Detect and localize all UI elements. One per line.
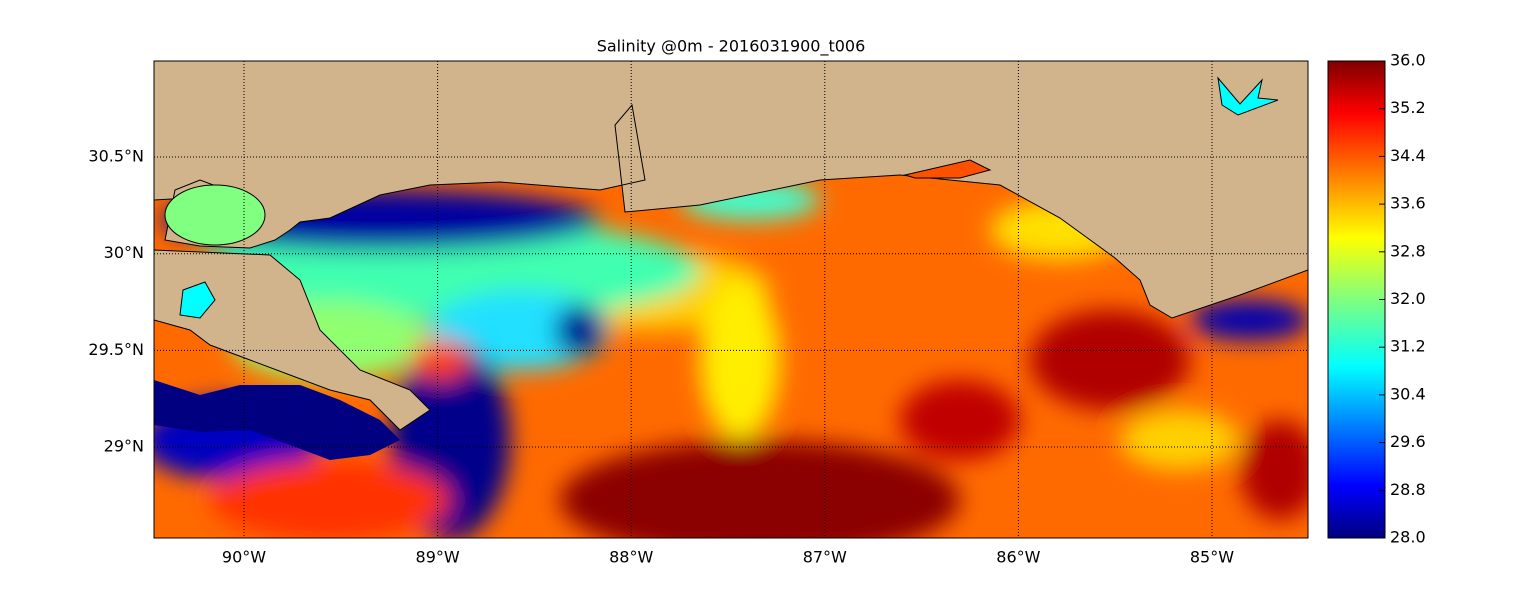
x-tick-label: 85°W xyxy=(1190,548,1234,567)
x-tick-label: 90°W xyxy=(222,548,266,567)
x-tick-label: 87°W xyxy=(803,548,847,567)
colorbar-tick-label: 35.2 xyxy=(1390,98,1426,117)
colorbar-tick-label: 32.0 xyxy=(1390,289,1426,308)
colorbar-tick-label: 36.0 xyxy=(1390,51,1426,70)
salinity-field xyxy=(154,61,1308,538)
x-tick-label: 89°W xyxy=(416,548,460,567)
y-tick-label: 30.5°N xyxy=(88,147,144,166)
colorbar xyxy=(1327,60,1386,539)
lake xyxy=(179,281,216,319)
x-tick-label: 86°W xyxy=(996,548,1040,567)
bay xyxy=(903,159,992,179)
colorbar-tick-label: 30.4 xyxy=(1390,384,1426,403)
x-tick-label: 88°W xyxy=(609,548,653,567)
lake xyxy=(1217,76,1279,116)
map-title: Salinity @0m - 2016031900_t006 xyxy=(597,37,866,57)
y-tick-label: 29.5°N xyxy=(88,340,144,359)
colorbar-tick-label: 33.6 xyxy=(1390,194,1426,213)
map-frame xyxy=(153,60,1309,539)
colorbar-tick-label: 28.8 xyxy=(1390,480,1426,499)
shelf-water xyxy=(154,380,400,460)
colorbar-tick-label: 31.2 xyxy=(1390,337,1426,356)
lake xyxy=(164,184,266,246)
colorbar-tick-label: 34.4 xyxy=(1390,146,1426,165)
y-tick-label: 30°N xyxy=(104,243,144,262)
colorbar-tick-label: 28.0 xyxy=(1390,528,1426,547)
colorbar-tick-label: 29.6 xyxy=(1390,432,1426,451)
delta-land xyxy=(154,249,431,431)
y-tick-label: 29°N xyxy=(104,436,144,455)
colorbar-tick-label: 32.8 xyxy=(1390,241,1426,260)
land xyxy=(154,61,1308,319)
